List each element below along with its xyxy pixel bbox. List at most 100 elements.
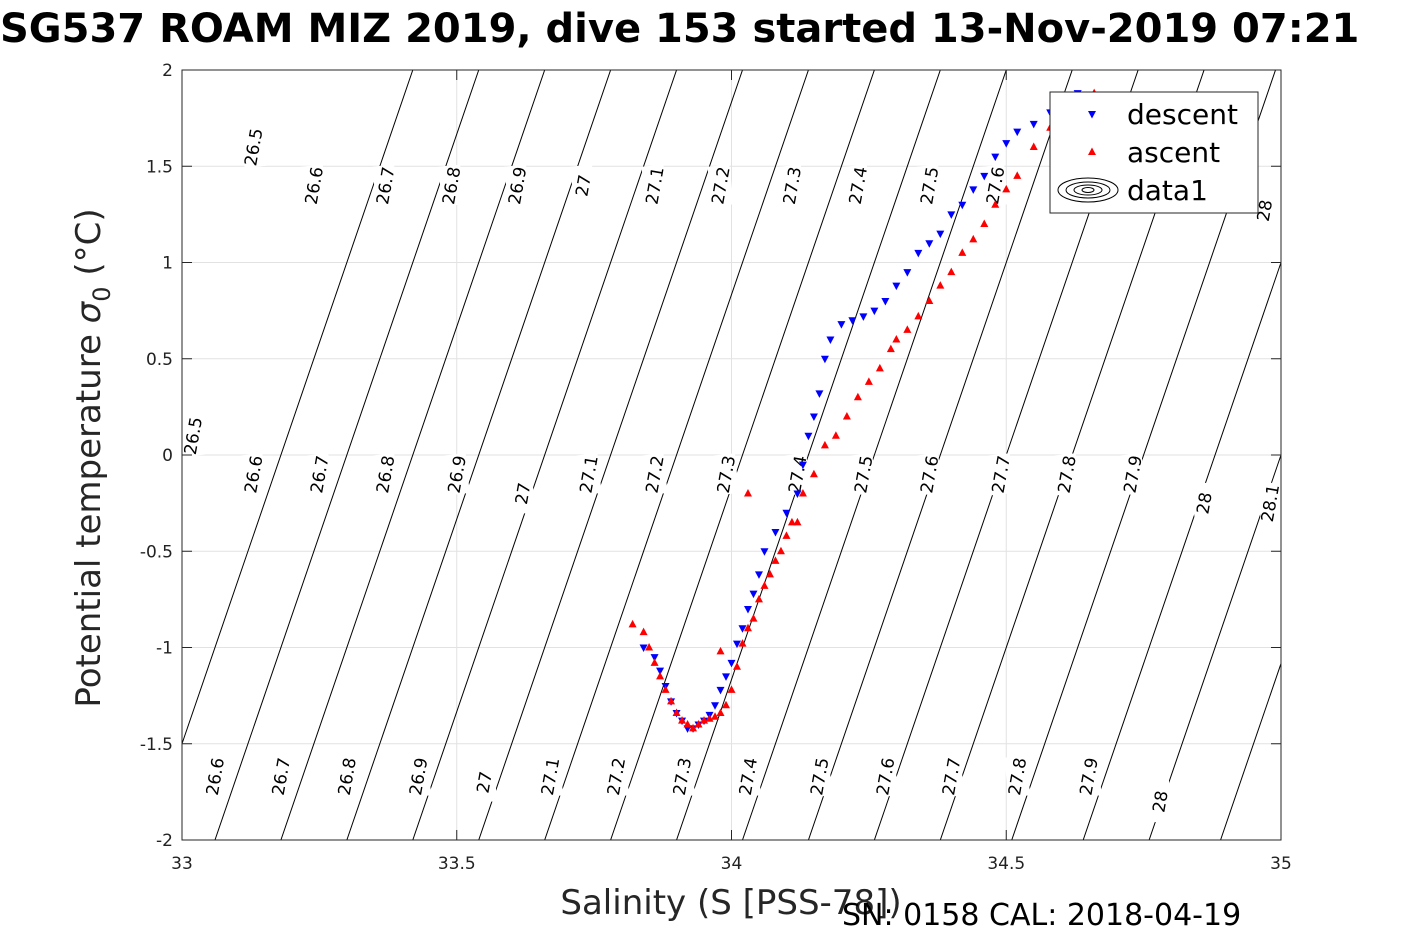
ascent-point-16: [722, 700, 731, 709]
contour-label-bg-2: [372, 164, 399, 207]
ascent-point-29: [798, 489, 807, 497]
contour-label-18: 27: [512, 481, 535, 506]
contour-label-bg-38: [734, 755, 762, 798]
contour-label-bg-23: [850, 453, 877, 496]
ascent-point-6: [667, 696, 676, 705]
ascent-point-0: [628, 619, 637, 628]
contour-26-8-3: [346, 70, 612, 840]
contour-label-bg-8: [778, 164, 805, 207]
ascent-point-37: [886, 344, 895, 353]
descent-point-29: [820, 355, 829, 364]
contour-label-bg-4: [504, 164, 531, 207]
contour-label-bg-21: [712, 453, 740, 496]
descent-point-24: [793, 490, 802, 498]
descent-point-26: [804, 432, 813, 441]
descent-point-37: [903, 269, 912, 277]
ascent-point-21: [749, 614, 758, 622]
contour-label-bg-16: [372, 453, 399, 496]
descent-point-20: [754, 571, 763, 579]
descent-point-22: [771, 529, 780, 537]
x-ticks: 33 33.5 34 34.5 35: [171, 70, 1292, 874]
y-tick-label-6: 1: [162, 254, 173, 274]
contour-27-1-6: [544, 70, 809, 840]
ascent-point-25: [771, 556, 780, 564]
data-series: [628, 88, 1099, 733]
ascent-point-43: [947, 267, 956, 276]
chart-title: SG537 ROAM MIZ 2019, dive 153 started 13…: [0, 6, 1360, 52]
descent-point-16: [732, 640, 741, 649]
ascent-point-1: [639, 627, 648, 636]
ascent-point-39: [903, 325, 912, 333]
footer-serial-cal: SN: 0158 CAL: 2018-04-19: [842, 898, 1242, 933]
legend-label-data1: data1: [1127, 174, 1208, 207]
x-tick-label-3: 34.5: [987, 854, 1025, 874]
contour-27-5-10: [807, 70, 1073, 840]
density-contours: [182, 70, 1281, 840]
x-tick-label-1: 33.5: [438, 854, 476, 874]
descent-point-13: [716, 686, 725, 695]
contour-28-1-16: [1220, 661, 1281, 840]
y-tick-label-8: 2: [162, 61, 173, 81]
contour-label-bg-3: [438, 164, 465, 207]
legend-contour-icon-3: [1081, 187, 1095, 193]
contour-label-bg-13: [179, 414, 207, 457]
contour-27-9-14: [1082, 260, 1281, 840]
descent-point-40: [936, 230, 945, 239]
ascent-point-38: [892, 335, 901, 343]
ascent-point-23: [760, 581, 769, 589]
contour-label-bg-17: [443, 453, 470, 496]
contour-label-bg-20: [641, 453, 668, 496]
ascent-point-19: [738, 639, 747, 647]
legend-contour-icon-1: [1065, 181, 1111, 199]
ascent-point-56: [716, 646, 725, 655]
contour-label-bg-34: [471, 761, 498, 804]
ascent-point-31: [820, 440, 829, 449]
contour-26-9-4: [412, 70, 678, 840]
descent-point-35: [881, 298, 890, 306]
legend-marker-descent: [1088, 111, 1096, 119]
descent-point-0: [639, 644, 648, 652]
ascent-point-32: [831, 431, 840, 439]
descent-point-28: [815, 390, 824, 398]
contour-label-bg-24: [916, 453, 943, 496]
ascent-point-34: [853, 392, 862, 401]
x-tick-label-0: 33: [171, 854, 193, 874]
descent-point-14: [722, 673, 731, 681]
ascent-point-26: [776, 546, 785, 555]
descent-point-19: [749, 590, 758, 599]
ascent-point-33: [842, 412, 851, 420]
contour-label-bg-42: [1004, 755, 1031, 798]
descent-point-41: [947, 211, 956, 219]
legend-marker-ascent: [1088, 147, 1096, 155]
descent-point-31: [837, 321, 846, 329]
contour-27-2-7: [610, 70, 875, 840]
ascent-point-36: [875, 363, 884, 372]
ascent-point-46: [980, 219, 989, 227]
contour-27-5: [478, 70, 743, 840]
ascent-point-40: [914, 311, 923, 320]
descent-point-34: [870, 307, 879, 316]
contour-label-bg-11: [982, 164, 1009, 207]
ascent-point-18: [732, 662, 741, 670]
contour-label-bg-1: [300, 164, 327, 207]
descent-point-1: [650, 654, 659, 662]
ascent-point-7: [672, 708, 681, 716]
x-tick-label-4: 35: [1270, 854, 1292, 874]
contour-label-bg-35: [537, 755, 564, 798]
ascent-point-42: [936, 281, 945, 289]
ascent-point-13: [705, 714, 714, 722]
contour-label-bg-5: [570, 164, 597, 207]
contour-27-4-9: [742, 70, 1007, 840]
descent-point-18: [743, 606, 752, 614]
contour-label-bg-0: [240, 125, 267, 169]
descent-point-21: [760, 548, 769, 556]
contour-26-5-0: [182, 70, 414, 746]
y-tick-label-2: -1: [156, 639, 173, 659]
contour-label-bg-28: [1191, 482, 1218, 525]
contour-label-5: 27: [572, 173, 595, 198]
contour-label-bg-39: [806, 755, 833, 798]
ascent-point-12: [700, 716, 709, 724]
ascent-point-58: [793, 517, 802, 526]
contour-label-28: 28: [1193, 491, 1216, 516]
y-tick-label-5: 0.5: [146, 350, 173, 370]
